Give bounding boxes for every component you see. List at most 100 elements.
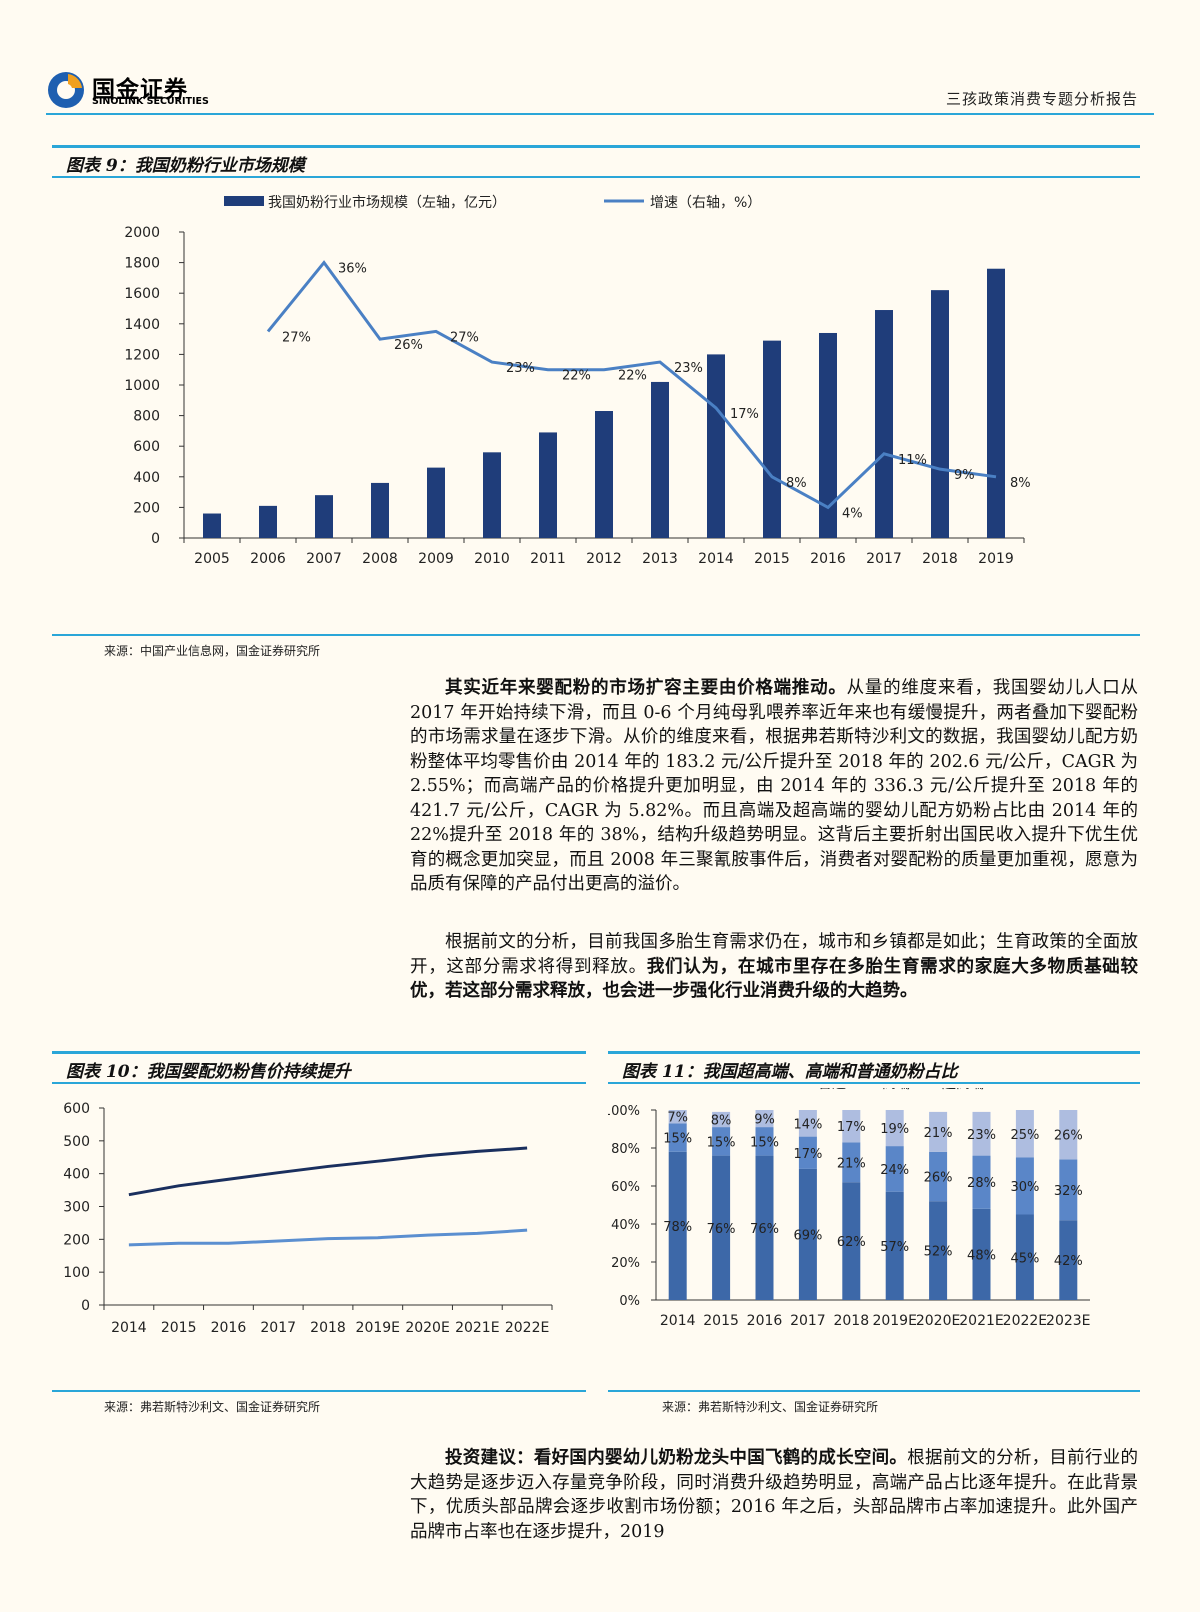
fig9-source-divider: [52, 634, 1140, 636]
fig10-source-divider: [52, 1390, 586, 1392]
growth-line: [266, 260, 997, 510]
stacked-bar-label: 15%: [707, 1135, 736, 1150]
x-tick-label: 2018: [310, 1320, 346, 1336]
line-standard-price: [128, 1228, 528, 1247]
x-tick-label: 2014: [698, 551, 734, 567]
stacked-bar-高端-2020E: [929, 1151, 948, 1202]
stacked-bar-普通-2016: [755, 1155, 774, 1300]
stacked-bar-label: 48%: [967, 1248, 996, 1263]
y-tick-label: 300: [63, 1200, 90, 1216]
fig9-title: 图表 9：我国奶粉行业市场规模: [66, 156, 305, 176]
x-tick-label: 2021E: [455, 1320, 499, 1336]
growth-data-label: 17%: [730, 407, 759, 422]
growth-data-label: 23%: [506, 361, 535, 376]
legend-label-2: 超高端: [942, 1088, 984, 1092]
growth-data-label: 27%: [282, 330, 311, 345]
bar-market-size-2015: [763, 340, 781, 538]
stacked-bar-label: 76%: [750, 1222, 779, 1237]
legend-label-market-size: 我国奶粉行业市场规模（左轴，亿元）: [268, 194, 506, 211]
y-tick-label: 1400: [124, 317, 160, 333]
y-tick-label: 400: [133, 470, 160, 486]
bar-market-size-2005: [203, 513, 221, 538]
paragraph-1-body: 从量的维度来看，我国婴幼儿人口从 2017 年开始持续下滑，而且 0-6 个月纯…: [410, 678, 1139, 894]
legend-swatch-market-size: [224, 196, 264, 206]
stacked-bar-高端-2021E: [972, 1155, 991, 1209]
fig9-source: 来源：中国产业信息网，国金证券研究所: [104, 644, 321, 658]
stacked-bar-高端-2018: [842, 1142, 861, 1183]
y-tick-label: 40%: [611, 1218, 640, 1233]
bar-market-size-2018: [931, 290, 949, 538]
stacked-bar-label: 19%: [880, 1122, 909, 1137]
stacked-bar-label: 76%: [707, 1222, 736, 1237]
stacked-bar-超高端-2014: [668, 1110, 687, 1124]
fig11-header: 图表 11：我国超高端、高端和普通奶粉占比: [608, 1051, 1140, 1084]
y-tick-label: 1000: [124, 378, 160, 394]
y-tick-label: 500: [63, 1134, 90, 1150]
fig11-chart: 普通 高端 超高端 0% 20% 40% 60% 80% 100% 2014 78% 15% 7% 201…: [608, 1088, 1091, 1329]
y-tick-label: 0: [81, 1298, 90, 1314]
fig9-header: 图表 9：我国奶粉行业市场规模: [52, 145, 1140, 178]
stacked-bar-超高端-2022E: [1015, 1110, 1034, 1158]
x-tick-label: 2019E: [872, 1313, 916, 1329]
y-tick-label: 800: [133, 409, 160, 425]
x-tick-label: 2016: [810, 551, 846, 567]
bar-market-size-2014: [707, 354, 725, 538]
fig10-source: 来源：弗若斯特沙利文、国金证券研究所: [104, 1400, 321, 1414]
x-tick-label: 2016: [211, 1320, 247, 1336]
stacked-bar-高端-2023E: [1059, 1159, 1078, 1221]
stacked-bar-label: 24%: [880, 1163, 909, 1178]
stacked-bar-普通-2018: [842, 1182, 861, 1300]
header-divider: [46, 113, 1154, 115]
y-tick-label: 0%: [619, 1294, 640, 1309]
y-tick-label: 600: [133, 439, 160, 455]
bar-market-size-2007: [315, 495, 333, 538]
paragraph-investment-advice: 投资建议：看好国内婴幼儿奶粉龙头中国飞鹤的成长空间。根据前文的分析，目前行业的大…: [410, 1446, 1138, 1544]
stacked-bar-label: 17%: [793, 1147, 822, 1162]
stacked-bar-普通-2019E: [885, 1191, 904, 1300]
stacked-bar-普通-2021E: [972, 1208, 991, 1300]
logo: 国金证券 SINOLINK SECURITIES: [46, 68, 218, 112]
stacked-bar-label: 9%: [754, 1113, 775, 1128]
stacked-bar-超高端-2015: [712, 1111, 731, 1128]
stacked-bar-label: 14%: [793, 1117, 822, 1132]
paragraph-1-lead: 其实近年来婴配粉的市场扩容主要由价格端推动。: [445, 678, 847, 698]
y-tick-label: 20%: [611, 1256, 640, 1271]
x-tick-label: 2014: [111, 1320, 147, 1336]
x-tick-label: 2022E: [1003, 1313, 1047, 1329]
stacked-bar-高端-2014: [668, 1123, 687, 1152]
x-tick-label: 2006: [250, 551, 286, 567]
x-tick-label: 2019: [978, 551, 1014, 567]
x-tick-label: 2017: [866, 551, 902, 567]
stacked-bar-超高端-2021E: [972, 1111, 991, 1156]
growth-data-label: 27%: [450, 330, 479, 345]
logo-text-cn: 国金证券: [92, 77, 188, 103]
growth-data-label: 4%: [842, 506, 863, 521]
stacked-bar-高端-2016: [755, 1127, 774, 1156]
paragraph-policy-analysis: 根据前文的分析，目前我国多胎生育需求仍在，城市和乡镇都是如此；生育政策的全面放开…: [410, 930, 1138, 1004]
fig10-header: 图表 10：我国婴配奶粉售价持续提升: [52, 1051, 586, 1084]
fig10-chart: 婴幼儿配方奶粉 高端婴幼儿配方奶粉 0 100 200 300 400 500 600 2014 2…: [63, 1088, 553, 1336]
x-tick-label: 2010: [474, 551, 510, 567]
fig11-title: 图表 11：我国超高端、高端和普通奶粉占比: [622, 1062, 958, 1082]
logo-icon: [48, 72, 84, 108]
legend-label-growth: 增速（右轴，%）: [650, 195, 761, 211]
growth-data-label: 9%: [954, 468, 975, 483]
paragraph-3-lead: 投资建议：看好国内婴幼儿奶粉龙头中国飞鹤的成长空间。: [445, 1448, 908, 1468]
stacked-bar-高端-2015: [712, 1127, 731, 1156]
y-tick-label: 80%: [611, 1142, 640, 1157]
stacked-bar-label: 62%: [837, 1235, 866, 1250]
bar-market-size-2012: [595, 411, 613, 538]
fig11-source-divider: [608, 1390, 1140, 1392]
bar-market-size-2010: [483, 452, 501, 538]
growth-data-label: 23%: [674, 361, 703, 376]
fig9-chart: 我国奶粉行业市场规模（左轴，亿元） 增速（右轴，%） 0 200 400 600 800 10…: [124, 194, 1030, 567]
stacked-bar-label: 45%: [1010, 1251, 1039, 1266]
stacked-bar-高端-2017: [798, 1136, 817, 1169]
x-tick-label: 2015: [754, 551, 790, 567]
stacked-bar-label: 30%: [1010, 1180, 1039, 1195]
stacked-bar-普通-2015: [712, 1155, 731, 1300]
bar-market-size-2013: [651, 381, 669, 538]
x-tick-label: 2012: [586, 551, 622, 567]
paragraph-2-conclusion: 我们认为，在城市里存在多胎生育需求的家庭大多物质基础较优，若这部分需求释放，也会…: [410, 956, 1139, 1002]
stacked-bar-超高端-2019E: [885, 1110, 904, 1147]
